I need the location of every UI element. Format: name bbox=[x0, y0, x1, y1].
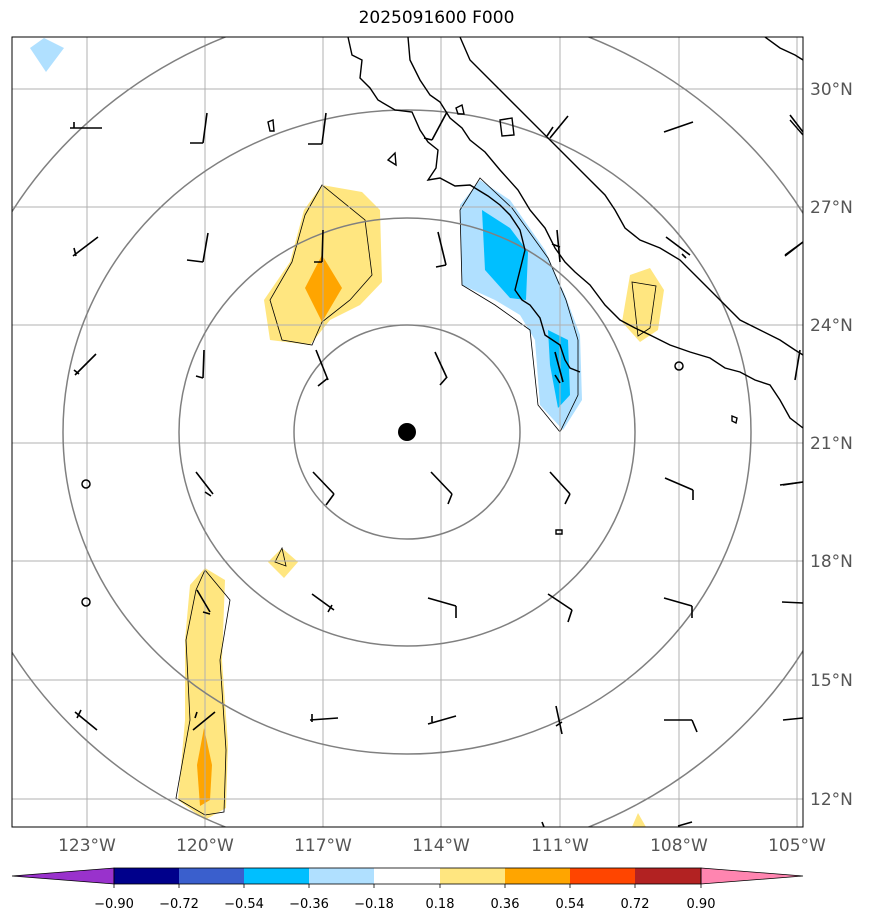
colorbar-tick-label: 0.18 bbox=[426, 897, 455, 912]
island-2 bbox=[386, 151, 397, 167]
colorbar-tick-label: −0.54 bbox=[224, 897, 264, 912]
colorbar-extend-low bbox=[11, 867, 115, 885]
lat-label: 27°N bbox=[810, 198, 853, 218]
colorbar-tick-label: 0.90 bbox=[687, 897, 716, 912]
map-frame bbox=[11, 36, 804, 828]
map-title: 2025091600 F000 bbox=[358, 8, 515, 28]
distance-rings bbox=[12, 37, 803, 827]
colorbar-bin bbox=[505, 868, 570, 884]
colorbar-bin bbox=[179, 868, 244, 884]
colorbar-bin bbox=[114, 868, 179, 884]
contour-blue-baja-north bbox=[482, 210, 528, 300]
colorbar-bin bbox=[244, 868, 309, 884]
colorbar-extend-high bbox=[700, 867, 804, 885]
lat-label: 15°N bbox=[810, 671, 853, 691]
lon-label: 114°W bbox=[412, 836, 470, 856]
lon-label: 105°W bbox=[768, 836, 826, 856]
lat-label: 30°N bbox=[810, 80, 853, 100]
colorbar-bin bbox=[570, 868, 635, 884]
ring-3 bbox=[62, 109, 752, 755]
contour-light-yellow-small bbox=[268, 548, 298, 578]
right-coastline-2 bbox=[789, 119, 803, 136]
calm-markers bbox=[81, 361, 684, 607]
lat-label: 18°N bbox=[810, 552, 853, 572]
island-5 bbox=[731, 414, 738, 425]
right-coastline bbox=[764, 37, 803, 61]
contour-light-yellow-bottom bbox=[632, 813, 646, 827]
colorbar-tick-label: −0.36 bbox=[289, 897, 329, 912]
outline-center-north bbox=[269, 184, 373, 346]
island-3 bbox=[267, 119, 275, 132]
lat-label: 21°N bbox=[810, 434, 853, 454]
colorbar-tick-label: 0.54 bbox=[556, 897, 585, 912]
mainland-coastline bbox=[407, 37, 803, 429]
lat-label: 24°N bbox=[810, 316, 853, 336]
contour-light-yellow-south-west bbox=[178, 568, 228, 820]
colorbar-bin bbox=[374, 868, 440, 884]
storm-center-marker bbox=[398, 423, 416, 441]
lon-label: 108°W bbox=[650, 836, 708, 856]
contour-light-blue-top-left bbox=[30, 38, 64, 72]
longitude-labels: 123°W 120°W 117°W 114°W 111°W 108°W 105°… bbox=[58, 836, 826, 856]
colorbar-bin bbox=[309, 868, 374, 884]
contour-outlines bbox=[175, 177, 657, 816]
colorbar-tick-label: −0.90 bbox=[94, 897, 134, 912]
colorbar-tick-label: 0.72 bbox=[621, 897, 650, 912]
ring-2 bbox=[178, 217, 636, 647]
outline-small bbox=[274, 546, 287, 567]
lon-label: 120°W bbox=[176, 836, 234, 856]
island-1 bbox=[499, 117, 515, 137]
island-4 bbox=[455, 103, 465, 115]
lon-label: 117°W bbox=[294, 836, 352, 856]
lon-label: 111°W bbox=[531, 836, 589, 856]
island-6 bbox=[555, 529, 563, 535]
colorbar-tick-label: −0.18 bbox=[354, 897, 394, 912]
latitude-labels: 30°N 27°N 24°N 21°N 18°N 15°N 12°N bbox=[810, 80, 853, 810]
colorbar-bin bbox=[635, 868, 701, 884]
gulf-coastline bbox=[459, 37, 803, 356]
colorbar: −0.90 −0.72 −0.54 −0.36 −0.18 0.18 0.36 … bbox=[11, 867, 804, 912]
map-plot-area bbox=[12, 37, 803, 827]
colorbar-bin bbox=[440, 868, 505, 884]
wind-barbs bbox=[70, 111, 803, 827]
anomaly-contours bbox=[30, 38, 664, 827]
ring-1 bbox=[293, 324, 521, 540]
lon-label: 123°W bbox=[58, 836, 116, 856]
colorbar-tick-label: 0.36 bbox=[491, 897, 520, 912]
ring-4 bbox=[12, 37, 803, 827]
graticule bbox=[12, 37, 803, 827]
outline-baja bbox=[459, 177, 579, 433]
baja-coastline bbox=[347, 37, 581, 373]
contour-light-yellow-east bbox=[622, 268, 664, 342]
outline-east bbox=[631, 281, 657, 337]
lat-label: 12°N bbox=[810, 790, 853, 810]
colorbar-tick-label: −0.72 bbox=[159, 897, 199, 912]
